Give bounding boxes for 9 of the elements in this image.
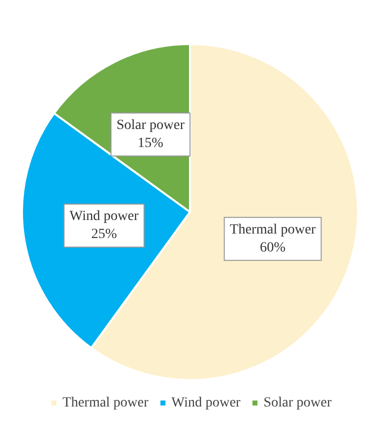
legend-label: Wind power [171, 396, 241, 410]
data-label: 15% [138, 136, 164, 151]
legend-label: Solar power [263, 396, 332, 410]
slice-label: Solar power [116, 118, 185, 133]
slice-label: Wind power [70, 209, 139, 224]
slice-label: Thermal power [230, 222, 316, 238]
data-label: 25% [91, 227, 118, 242]
data-label: 60% [260, 240, 286, 256]
legend-label: Thermal power [62, 396, 149, 410]
